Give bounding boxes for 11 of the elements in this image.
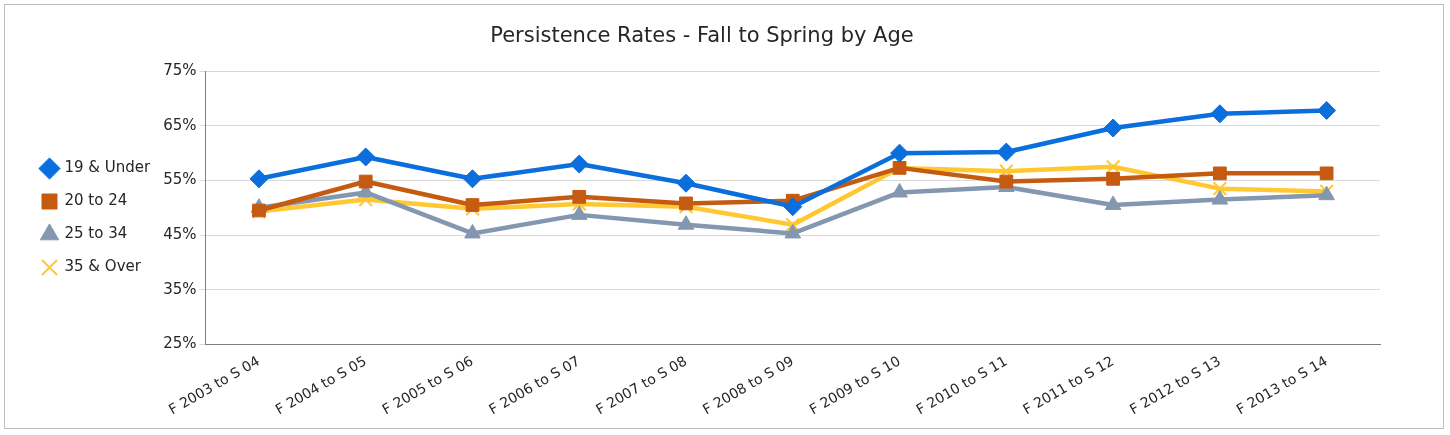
- y-tick-label: 65%: [163, 115, 197, 134]
- y-tick-label: 45%: [163, 224, 197, 243]
- chart-title: Persistence Rates - Fall to Spring by Age: [490, 23, 914, 48]
- legend-label: 20 to 24: [64, 191, 128, 210]
- legend-label: 19 & Under: [64, 158, 152, 177]
- y-tick-label: 25%: [163, 334, 197, 353]
- legend-label: 35 & Over: [64, 257, 142, 276]
- legend-label: 25 to 34: [64, 224, 128, 243]
- y-tick-label: 75%: [163, 61, 197, 80]
- y-tick-label: 55%: [163, 170, 197, 189]
- y-tick-label: 35%: [163, 279, 197, 298]
